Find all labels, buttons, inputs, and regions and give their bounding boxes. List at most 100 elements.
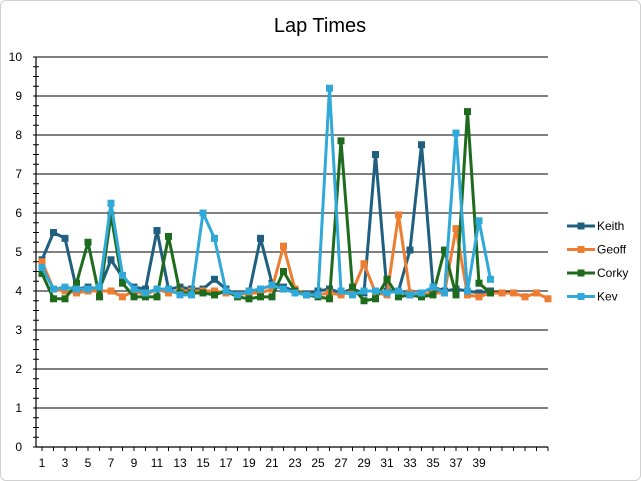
data-point-kev: [314, 291, 322, 299]
data-point-corky: [349, 283, 356, 291]
data-point-kev: [464, 287, 471, 295]
data-point-kev: [119, 271, 126, 279]
data-point-kev: [222, 287, 230, 295]
data-point-kev: [165, 285, 172, 293]
data-point-kev: [429, 283, 437, 291]
data-point-corky: [211, 291, 218, 299]
legend-swatch-marker-geoff: [577, 246, 585, 253]
data-point-kev: [268, 281, 276, 289]
data-point-corky: [337, 137, 345, 145]
data-point-kev: [130, 285, 138, 293]
series-line-corky: [40, 110, 492, 303]
y-tick-label-9: 9: [15, 89, 22, 103]
data-point-kev: [441, 289, 448, 297]
data-point-corky: [475, 279, 483, 287]
data-point-corky: [245, 295, 253, 303]
legend-item-corky: Corky: [567, 266, 628, 280]
data-point-corky: [107, 211, 115, 219]
series-lines: [38, 84, 552, 305]
data-point-kev: [245, 287, 253, 295]
data-point-geoff: [268, 285, 276, 293]
data-point-keith: [153, 227, 161, 235]
data-point-corky: [84, 238, 92, 246]
data-point-geoff: [452, 225, 460, 233]
data-point-geoff: [38, 258, 46, 266]
data-point-kev: [326, 84, 333, 92]
data-point-kev: [383, 289, 391, 297]
data-point-geoff: [544, 295, 552, 303]
data-point-corky: [199, 289, 207, 297]
data-point-keith: [211, 275, 218, 283]
data-point-geoff: [61, 287, 69, 295]
data-point-corky: [119, 279, 126, 287]
data-point-corky: [268, 293, 276, 301]
data-point-corky: [38, 269, 46, 277]
data-point-kev: [199, 209, 207, 217]
data-point-corky: [383, 275, 391, 283]
x-tick-label-7: 7: [108, 456, 115, 470]
data-point-corky: [418, 293, 425, 301]
x-tick-label-31: 31: [380, 456, 394, 470]
data-point-kev: [211, 234, 218, 242]
data-point-keith: [50, 229, 57, 236]
x-tick-label-13: 13: [173, 456, 187, 470]
y-tick-label-7: 7: [15, 167, 22, 181]
data-point-corky: [395, 293, 402, 301]
data-point-kev: [360, 287, 368, 295]
data-point-kev: [96, 283, 103, 291]
data-point-geoff: [73, 289, 80, 297]
data-point-kev: [406, 291, 414, 299]
legend-swatch-marker-keith: [577, 222, 585, 230]
data-point-kev: [337, 287, 345, 295]
legend-item-keith: Keith: [567, 219, 624, 233]
data-point-kev: [452, 129, 460, 137]
y-tick-label-5: 5: [15, 245, 22, 259]
data-point-geoff: [510, 289, 517, 297]
x-tick-label-9: 9: [131, 456, 138, 470]
series-corky: [38, 108, 494, 305]
data-point-kev: [50, 285, 57, 293]
data-point-corky: [73, 279, 80, 287]
data-point-geoff: [107, 287, 115, 295]
data-point-corky: [50, 295, 57, 303]
data-point-kev: [291, 289, 299, 297]
x-tick-label-11: 11: [151, 456, 164, 470]
legend: Keith Geoff Corky Kev: [567, 219, 628, 304]
legend-label-kev: Kev: [597, 290, 618, 304]
x-tick-label-19: 19: [242, 456, 256, 470]
y-tick-label-1: 1: [15, 401, 22, 415]
data-point-corky: [280, 268, 287, 275]
data-point-kev: [395, 287, 402, 295]
data-point-geoff: [521, 293, 529, 301]
data-point-geoff: [257, 289, 264, 297]
data-point-kev: [418, 289, 425, 297]
data-point-geoff: [498, 289, 506, 297]
data-point-keith: [107, 256, 115, 264]
legend-swatch-marker-kev: [577, 293, 585, 300]
data-point-corky: [429, 291, 437, 299]
x-tick-label-33: 33: [403, 456, 417, 470]
y-tick-label-10: 10: [9, 50, 23, 64]
series-line-keith: [40, 143, 491, 297]
data-point-kev: [372, 287, 379, 295]
data-point-kev: [475, 217, 483, 225]
data-point-keith: [61, 234, 69, 242]
data-point-keith: [406, 246, 414, 254]
data-point-geoff: [337, 291, 345, 299]
data-point-keith: [475, 289, 483, 297]
x-tick-label-15: 15: [196, 456, 210, 470]
data-point-geoff: [119, 293, 126, 301]
x-tick-label-37: 37: [449, 456, 463, 470]
legend-item-geoff: Geoff: [567, 243, 627, 257]
y-tick-label-6: 6: [15, 206, 22, 220]
data-point-corky: [464, 108, 471, 116]
chart-title: Lap Times: [274, 15, 366, 37]
data-point-kev: [61, 283, 69, 291]
series-line-kev: [40, 86, 492, 297]
data-point-keith: [418, 141, 425, 149]
x-tick-label-23: 23: [288, 456, 302, 470]
data-point-geoff: [475, 293, 483, 301]
data-point-kev: [257, 285, 264, 293]
